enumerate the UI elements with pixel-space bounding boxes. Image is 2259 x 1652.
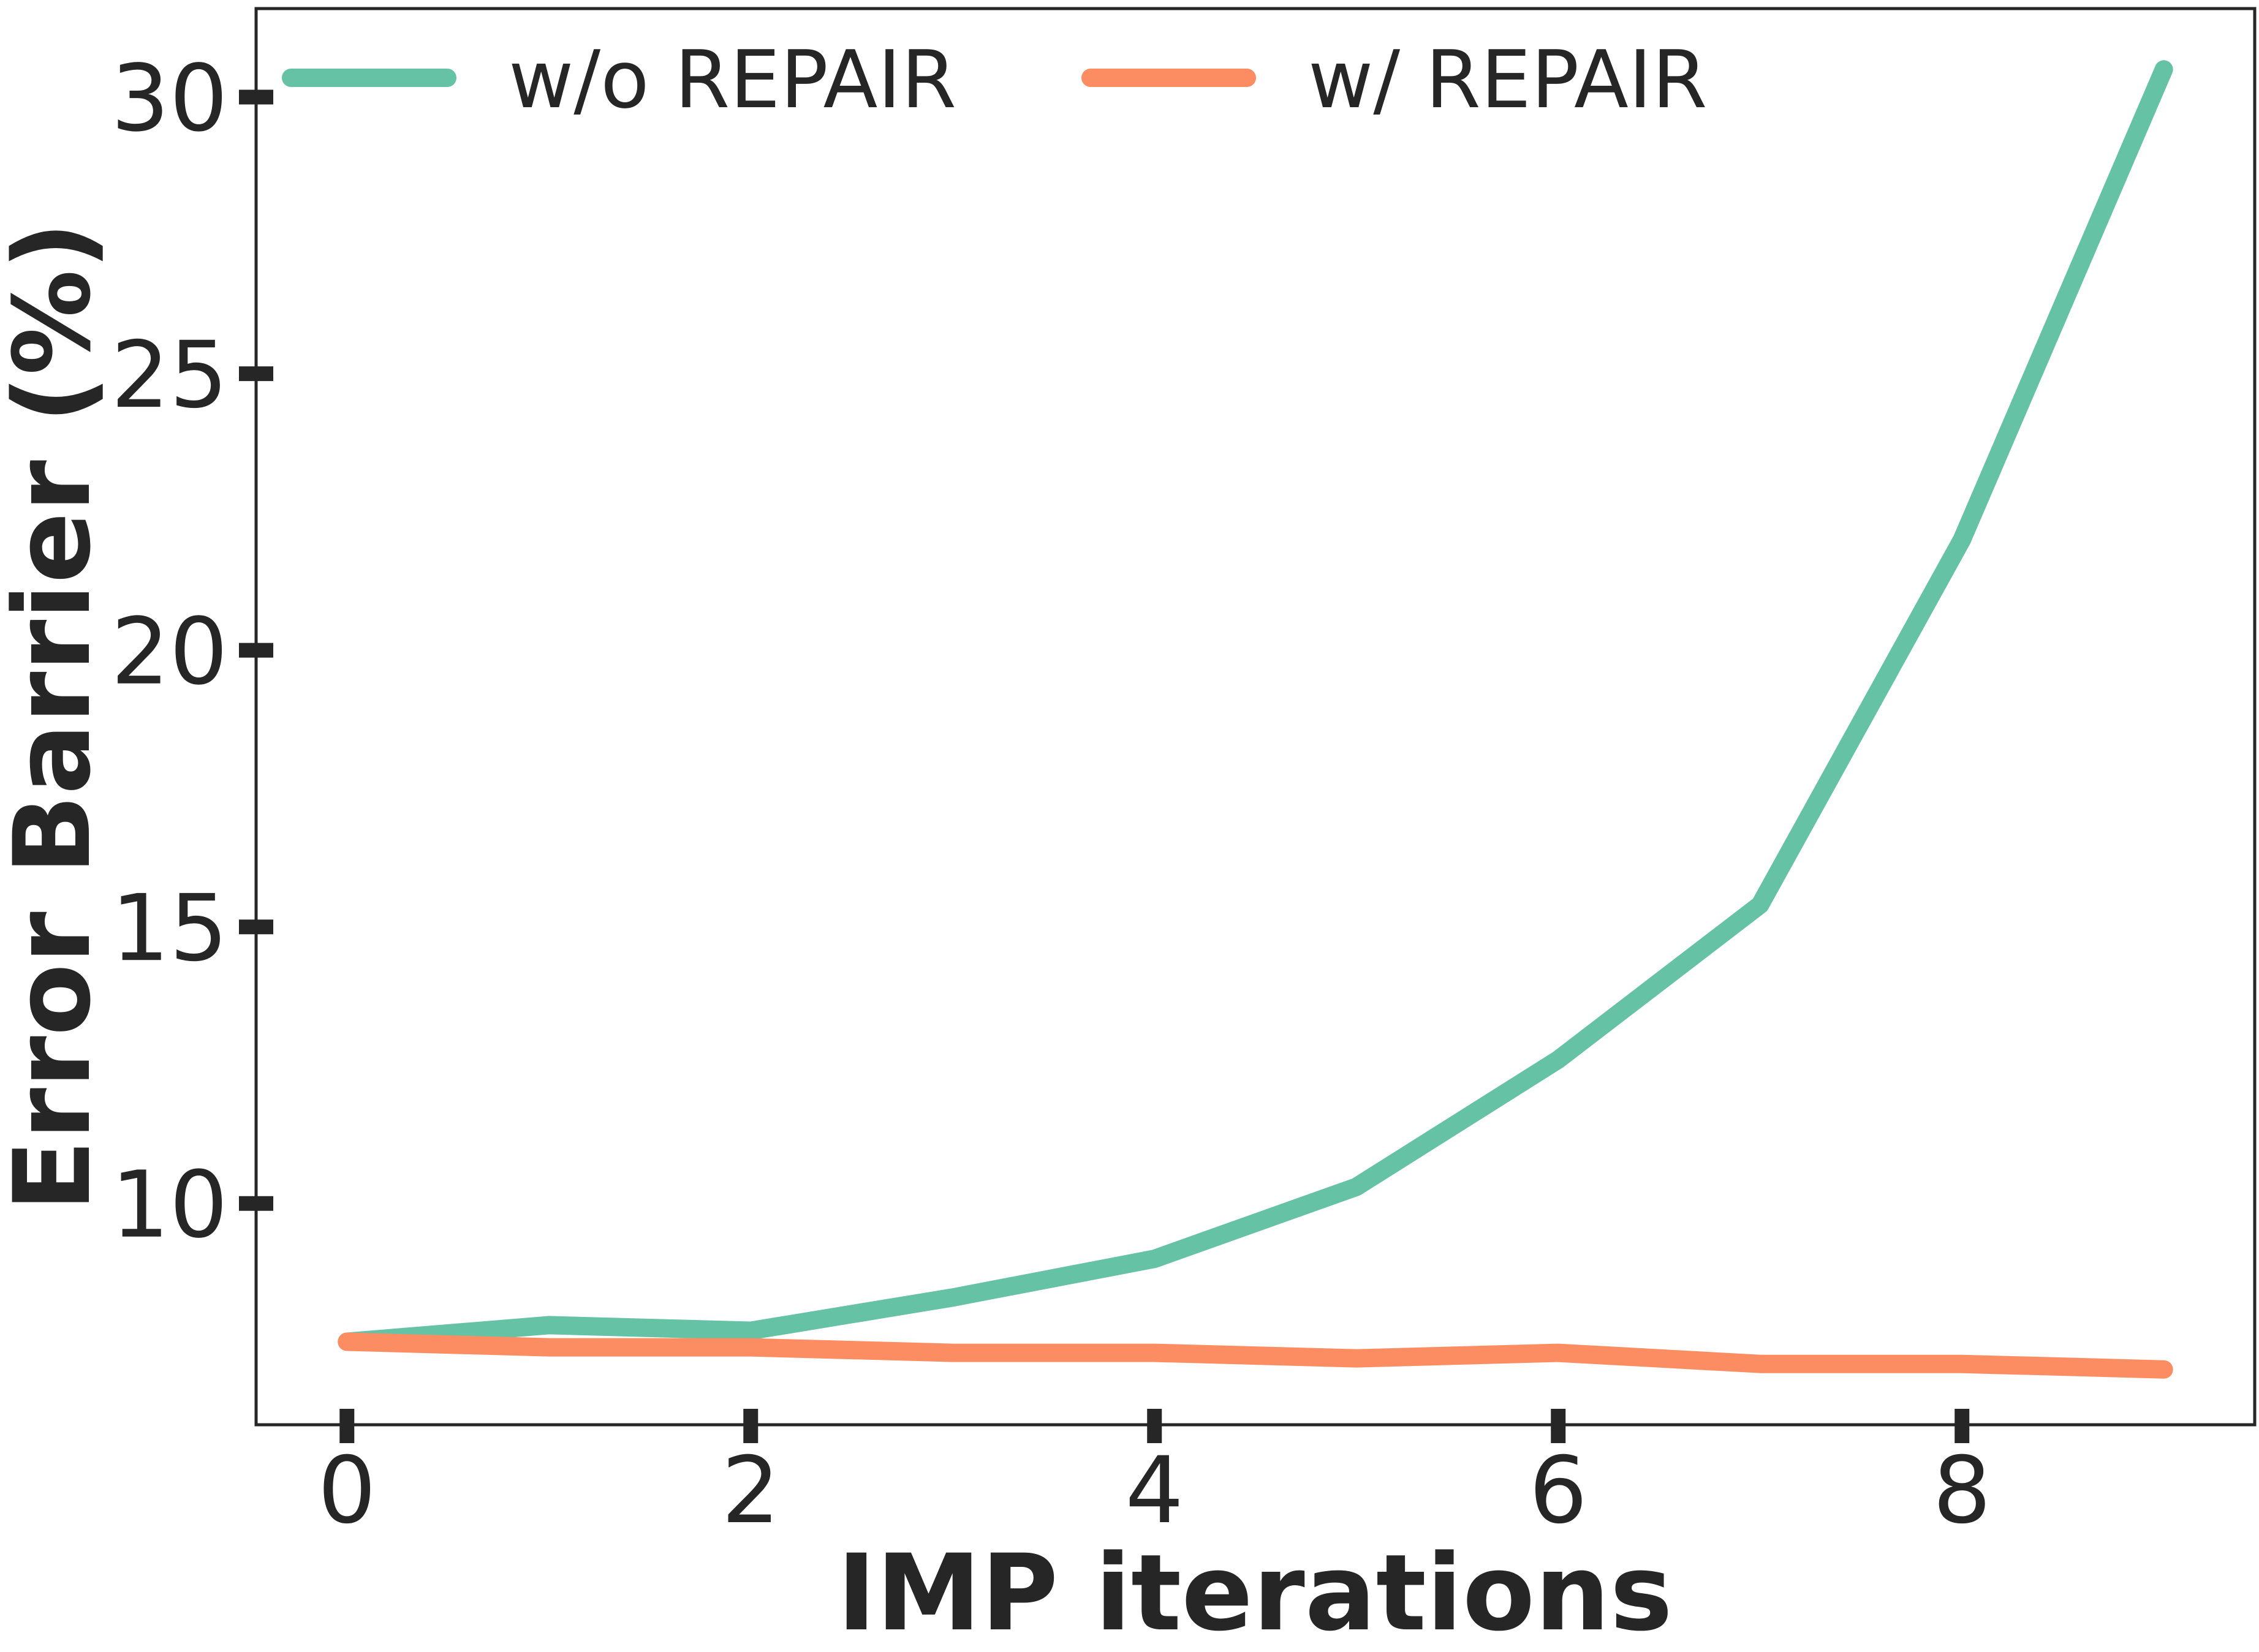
- legend-label: w/o REPAIR: [509, 33, 956, 126]
- x-axis: 0 2 4 6 8: [318, 1409, 1991, 1544]
- plot-frame: [254, 7, 2257, 1427]
- x-tick-label: 8: [1933, 1438, 1991, 1544]
- y-axis: 10 15 20 25 30: [111, 46, 273, 1259]
- legend: w/o REPAIR w/ REPAIR: [282, 33, 1708, 126]
- x-tick-label: 0: [318, 1438, 376, 1544]
- x-tick-label: 2: [722, 1438, 780, 1544]
- y-tick-label: 30: [111, 46, 228, 153]
- x-axis-title: IMP iterations: [837, 1531, 1673, 1652]
- x-tick-label: 4: [1126, 1438, 1184, 1544]
- y-axis-title: Error Barrier (%): [0, 222, 114, 1212]
- y-tick-label: 20: [111, 599, 228, 706]
- y-tick-label: 15: [111, 875, 228, 982]
- series-line-w-o-repair: [338, 60, 2173, 1351]
- y-tick-label: 10: [111, 1152, 228, 1259]
- y-tick-label: 25: [111, 322, 228, 429]
- x-tick-label: 6: [1529, 1438, 1587, 1544]
- series-layer: [338, 60, 2173, 1379]
- legend-label: w/ REPAIR: [1308, 33, 1708, 126]
- series-line-w-repair: [338, 1332, 2173, 1379]
